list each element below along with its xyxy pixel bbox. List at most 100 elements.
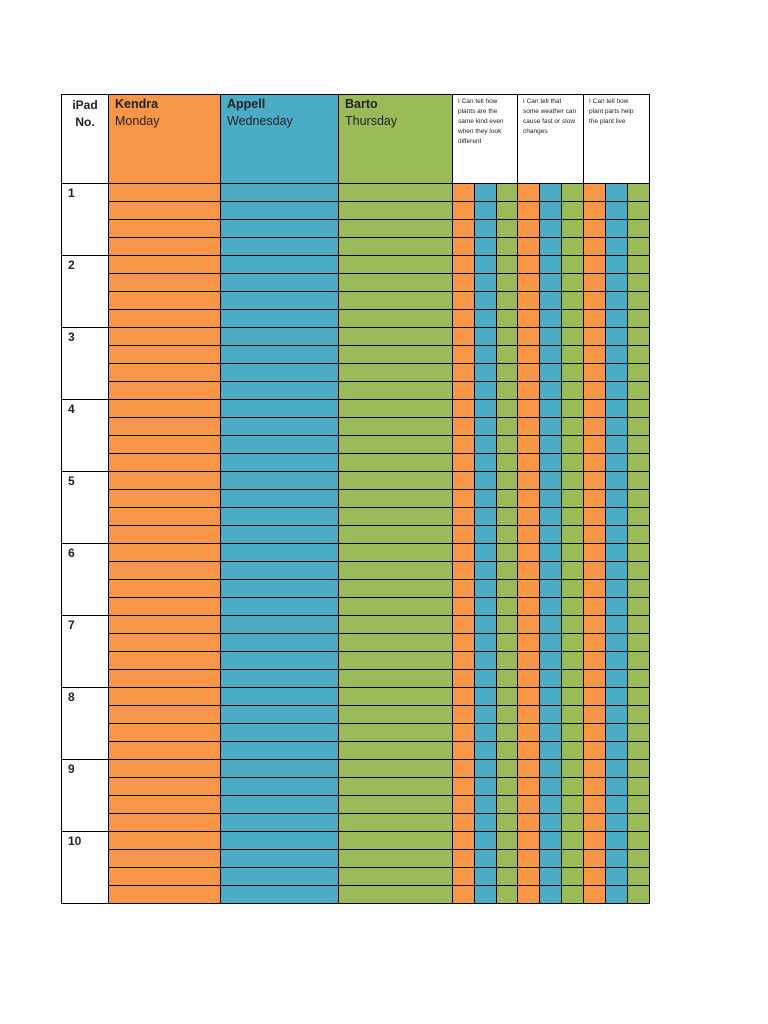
cell-kendra[interactable]	[108, 561, 221, 580]
cell-appell[interactable]	[220, 507, 339, 526]
goal-3-check-appell[interactable]	[605, 705, 629, 724]
cell-barto[interactable]	[338, 867, 453, 886]
goal-1-check-appell[interactable]	[474, 885, 497, 904]
goal-2-check-kendra[interactable]	[517, 741, 540, 760]
cell-appell[interactable]	[220, 831, 339, 850]
cell-barto[interactable]	[338, 705, 453, 724]
goal-1-check-appell[interactable]	[474, 219, 497, 238]
goal-3-check-kendra[interactable]	[583, 453, 607, 472]
goal-1-check-kendra[interactable]	[452, 597, 475, 616]
goal-2-check-kendra[interactable]	[517, 669, 540, 688]
cell-kendra[interactable]	[108, 651, 221, 670]
cell-barto[interactable]	[338, 309, 453, 328]
goal-3-check-barto[interactable]	[627, 237, 651, 256]
goal-1-check-kendra[interactable]	[452, 183, 475, 202]
cell-kendra[interactable]	[108, 867, 221, 886]
goal-1-check-barto[interactable]	[496, 381, 518, 400]
goal-3-check-appell[interactable]	[605, 273, 629, 292]
goal-2-check-barto[interactable]	[560, 525, 585, 544]
goal-2-check-appell[interactable]	[539, 309, 562, 328]
cell-appell[interactable]	[220, 615, 339, 634]
goal-3-check-kendra[interactable]	[583, 777, 607, 796]
goal-3-check-appell[interactable]	[605, 759, 629, 778]
goal-3-check-kendra[interactable]	[583, 723, 607, 742]
goal-2-check-kendra[interactable]	[517, 489, 540, 508]
goal-2-check-appell[interactable]	[539, 741, 562, 760]
cell-barto[interactable]	[338, 273, 453, 292]
goal-1-check-barto[interactable]	[496, 507, 518, 526]
goal-3-check-kendra[interactable]	[583, 561, 607, 580]
goal-2-check-appell[interactable]	[539, 597, 562, 616]
goal-3-check-kendra[interactable]	[583, 255, 607, 274]
goal-1-check-barto[interactable]	[496, 219, 518, 238]
goal-1-check-appell[interactable]	[474, 741, 497, 760]
cell-appell[interactable]	[220, 741, 339, 760]
goal-1-check-kendra[interactable]	[452, 795, 475, 814]
goal-3-check-barto[interactable]	[627, 489, 651, 508]
cell-kendra[interactable]	[108, 345, 221, 364]
goal-1-check-barto[interactable]	[496, 327, 518, 346]
goal-2-check-appell[interactable]	[539, 363, 562, 382]
cell-kendra[interactable]	[108, 201, 221, 220]
cell-kendra[interactable]	[108, 597, 221, 616]
goal-2-check-barto[interactable]	[560, 867, 585, 886]
cell-kendra[interactable]	[108, 849, 221, 868]
goal-1-check-kendra[interactable]	[452, 291, 475, 310]
goal-1-check-appell[interactable]	[474, 723, 497, 742]
goal-1-check-barto[interactable]	[496, 471, 518, 490]
cell-kendra[interactable]	[108, 309, 221, 328]
goal-2-check-kendra[interactable]	[517, 579, 540, 598]
cell-barto[interactable]	[338, 579, 453, 598]
goal-3-check-barto[interactable]	[627, 543, 651, 562]
cell-appell[interactable]	[220, 651, 339, 670]
goal-3-check-appell[interactable]	[605, 453, 629, 472]
goal-1-check-kendra[interactable]	[452, 651, 475, 670]
cell-appell[interactable]	[220, 291, 339, 310]
cell-appell[interactable]	[220, 543, 339, 562]
cell-kendra[interactable]	[108, 453, 221, 472]
goal-2-check-kendra[interactable]	[517, 867, 540, 886]
cell-appell[interactable]	[220, 219, 339, 238]
goal-2-check-kendra[interactable]	[517, 687, 540, 706]
goal-1-check-kendra[interactable]	[452, 381, 475, 400]
goal-1-check-kendra[interactable]	[452, 849, 475, 868]
goal-2-check-barto[interactable]	[560, 723, 585, 742]
cell-barto[interactable]	[338, 651, 453, 670]
goal-1-check-appell[interactable]	[474, 759, 497, 778]
goal-2-check-kendra[interactable]	[517, 435, 540, 454]
goal-2-check-appell[interactable]	[539, 885, 562, 904]
goal-3-check-kendra[interactable]	[583, 309, 607, 328]
goal-1-check-barto[interactable]	[496, 669, 518, 688]
cell-kendra[interactable]	[108, 885, 221, 904]
cell-kendra[interactable]	[108, 669, 221, 688]
goal-2-check-barto[interactable]	[560, 561, 585, 580]
goal-3-check-kendra[interactable]	[583, 579, 607, 598]
cell-barto[interactable]	[338, 183, 453, 202]
goal-1-check-kendra[interactable]	[452, 723, 475, 742]
goal-3-check-kendra[interactable]	[583, 327, 607, 346]
goal-3-check-appell[interactable]	[605, 651, 629, 670]
goal-1-check-barto[interactable]	[496, 759, 518, 778]
goal-1-check-appell[interactable]	[474, 345, 497, 364]
cell-barto[interactable]	[338, 759, 453, 778]
goal-3-check-barto[interactable]	[627, 327, 651, 346]
goal-2-check-appell[interactable]	[539, 723, 562, 742]
goal-2-check-barto[interactable]	[560, 255, 585, 274]
goal-1-check-appell[interactable]	[474, 777, 497, 796]
cell-kendra[interactable]	[108, 363, 221, 382]
goal-2-check-appell[interactable]	[539, 525, 562, 544]
cell-kendra[interactable]	[108, 435, 221, 454]
cell-barto[interactable]	[338, 417, 453, 436]
goal-2-check-kendra[interactable]	[517, 651, 540, 670]
goal-2-check-barto[interactable]	[560, 543, 585, 562]
goal-1-check-barto[interactable]	[496, 543, 518, 562]
cell-kendra[interactable]	[108, 381, 221, 400]
goal-3-check-appell[interactable]	[605, 687, 629, 706]
cell-kendra[interactable]	[108, 237, 221, 256]
goal-2-check-kendra[interactable]	[517, 345, 540, 364]
goal-3-check-kendra[interactable]	[583, 849, 607, 868]
goal-3-check-appell[interactable]	[605, 255, 629, 274]
goal-2-check-barto[interactable]	[560, 741, 585, 760]
goal-3-check-kendra[interactable]	[583, 435, 607, 454]
goal-1-check-kendra[interactable]	[452, 777, 475, 796]
